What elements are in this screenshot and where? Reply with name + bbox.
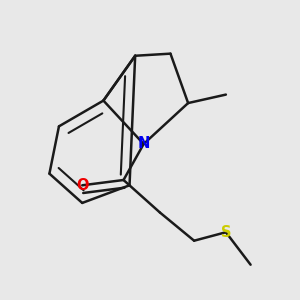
Text: O: O — [76, 178, 88, 193]
Text: N: N — [137, 136, 150, 152]
Text: S: S — [220, 225, 231, 240]
